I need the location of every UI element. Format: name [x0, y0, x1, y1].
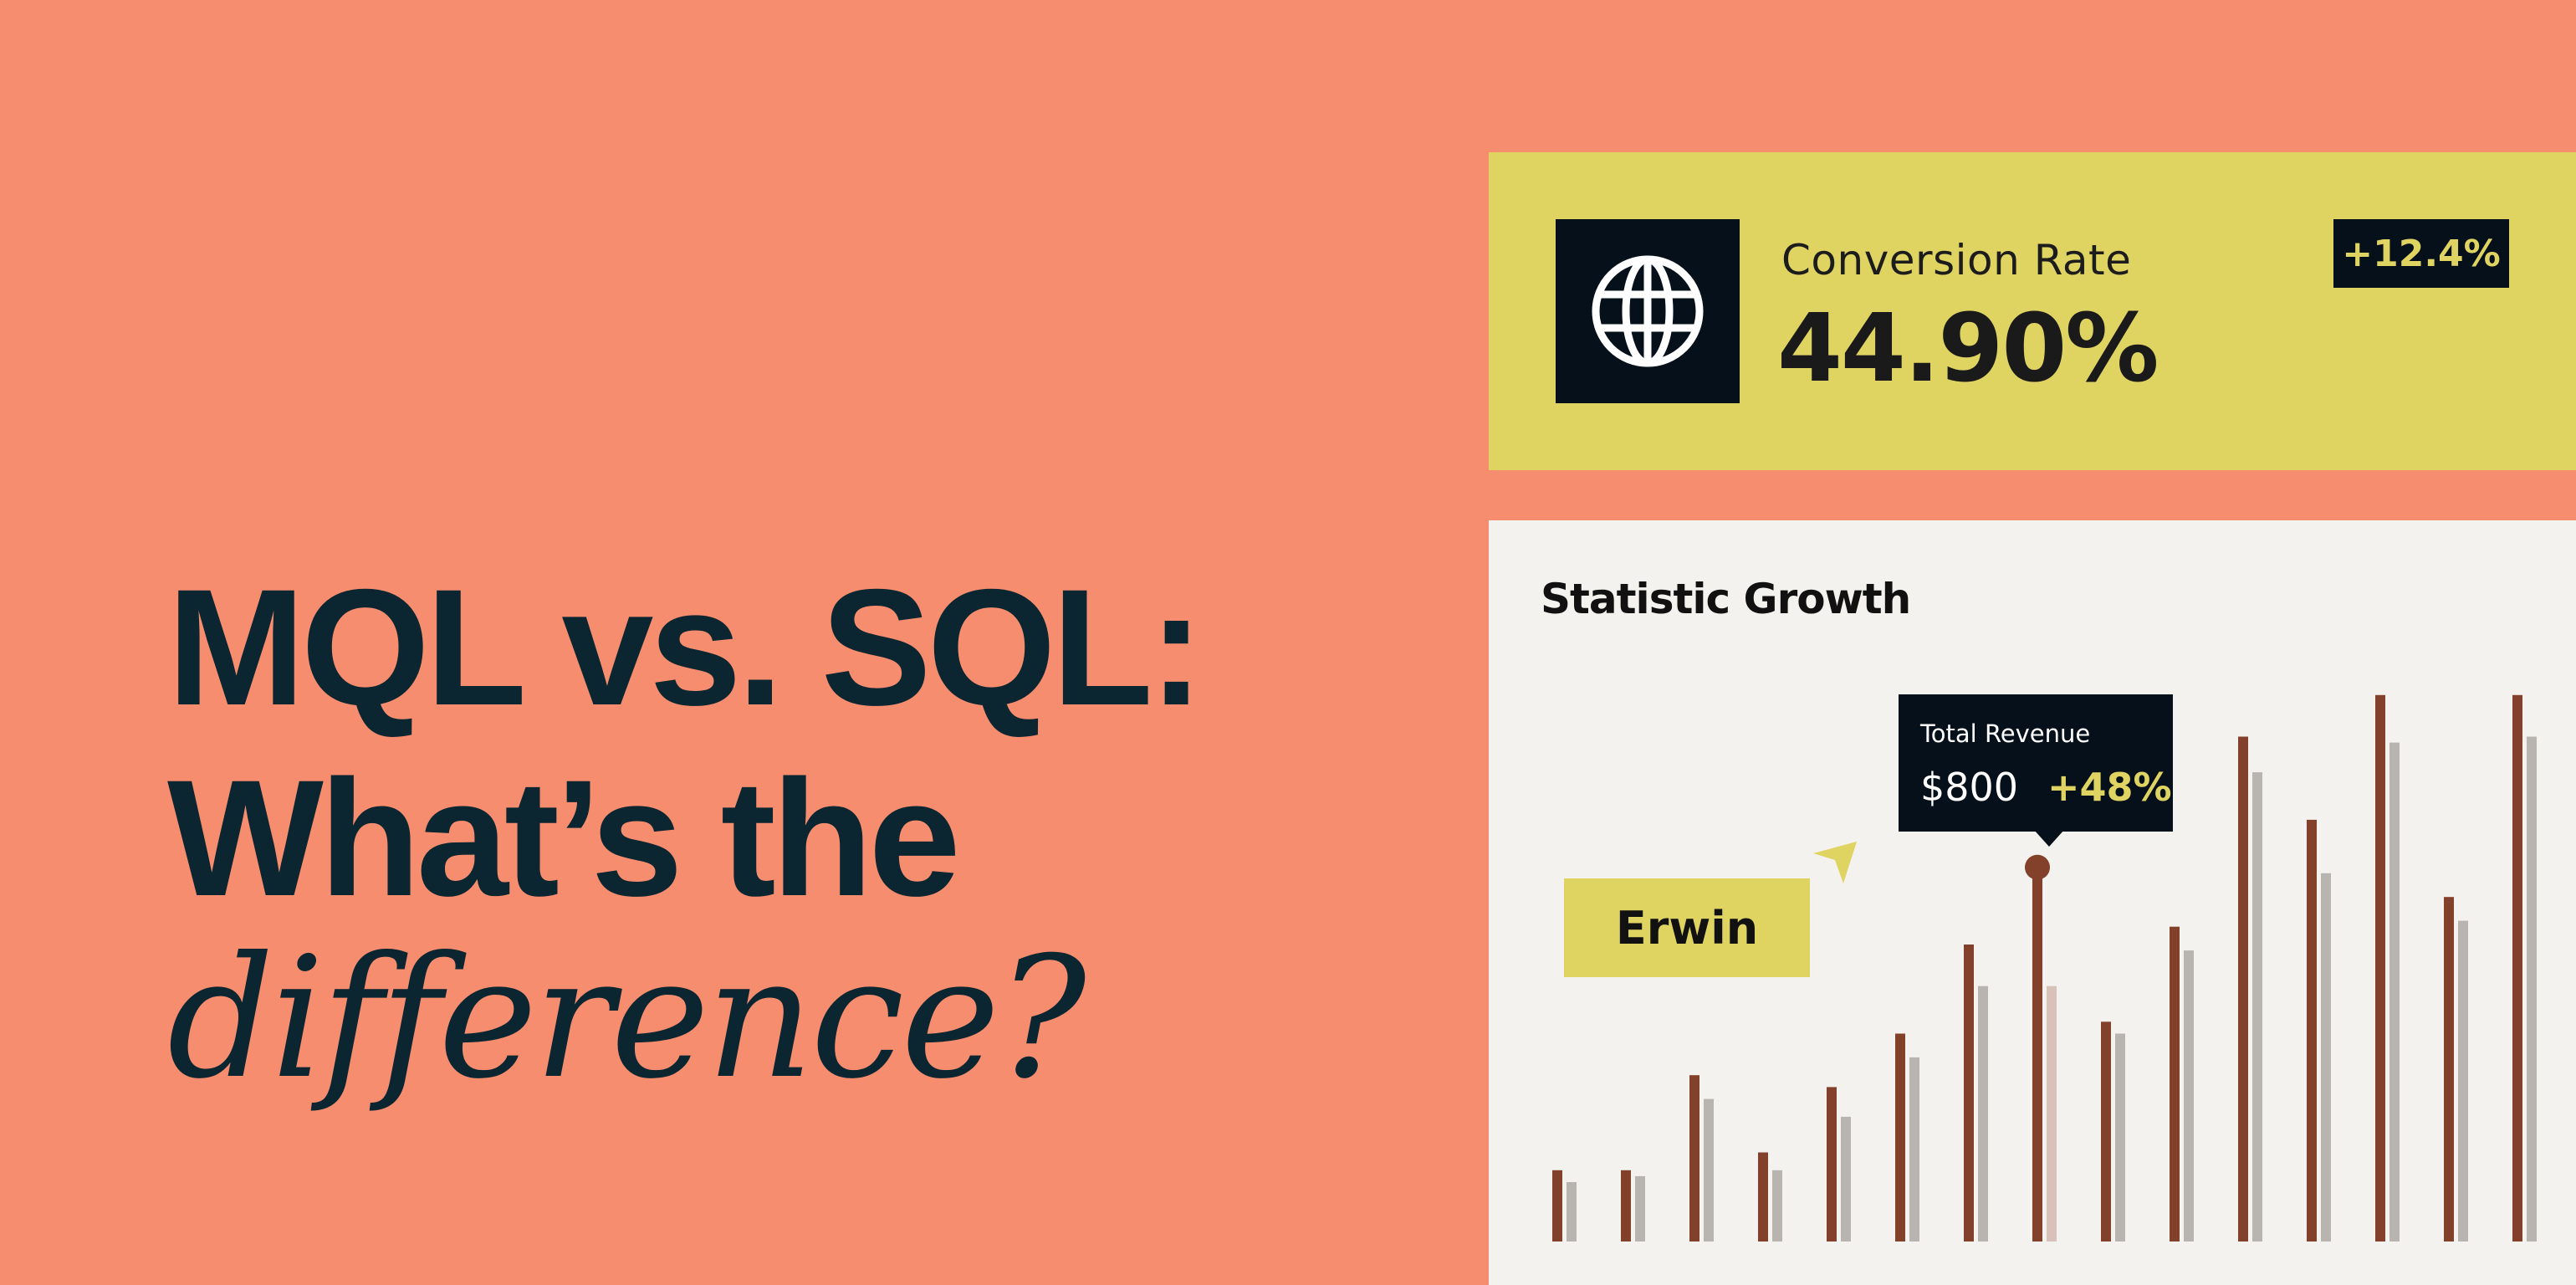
bar-secondary-12	[2389, 742, 2400, 1241]
tooltip-change: +48%	[2047, 765, 2172, 810]
headline-line-2: What’s the	[167, 745, 961, 930]
headline-line-1: MQL vs. SQL:	[167, 555, 1204, 740]
bar-secondary-10	[2252, 772, 2262, 1241]
stats-title: Statistic Growth	[1541, 575, 1911, 623]
bar-primary-2	[1689, 1075, 1699, 1241]
highlight-dot	[2025, 854, 2050, 880]
bar-primary-11	[2307, 819, 2317, 1241]
bar-primary-6	[1964, 945, 1974, 1241]
pointer-arrow-icon	[1813, 842, 1857, 883]
growth-bar-chart	[1552, 694, 2537, 1241]
bar-secondary-5	[1909, 1057, 1919, 1241]
bar-secondary-4	[1841, 1116, 1851, 1241]
bar-secondary-14	[2527, 736, 2537, 1241]
bar-secondary-6	[1978, 986, 1988, 1241]
tooltip-amount: $800	[1920, 765, 2019, 810]
bar-secondary-9	[2184, 950, 2194, 1241]
kpi-change-badge: +12.4%	[2333, 219, 2509, 288]
bar-secondary-2	[1704, 1098, 1714, 1241]
globe-icon	[1592, 255, 1704, 367]
user-name-tag: Erwin	[1564, 878, 1810, 977]
bar-secondary-13	[2458, 920, 2468, 1241]
statistic-growth-panel: Statistic Growth Total Revenue $800 +48%…	[1489, 520, 2576, 1285]
bar-primary-9	[2170, 926, 2180, 1241]
bar-primary-3	[1758, 1152, 1768, 1241]
kpi-label: Conversion Rate	[1781, 236, 2132, 284]
kpi-value: 44.90%	[1777, 294, 2159, 403]
bar-primary-4	[1827, 1087, 1837, 1241]
bar-secondary-1	[1635, 1175, 1645, 1241]
headline: MQL vs. SQL: What’s the difference?	[167, 552, 1204, 1116]
bar-primary-12	[2375, 694, 2385, 1241]
bar-secondary-11	[2321, 873, 2331, 1241]
bar-secondary-7	[2047, 986, 2057, 1241]
bar-primary-7	[2032, 867, 2042, 1241]
revenue-tooltip: Total Revenue $800 +48%	[1899, 694, 2173, 832]
bar-primary-10	[2238, 736, 2248, 1241]
bar-secondary-3	[1772, 1170, 1782, 1241]
bar-primary-14	[2512, 694, 2522, 1241]
tooltip-pointer	[2034, 830, 2064, 847]
conversion-rate-card: Conversion Rate 44.90% +12.4%	[1489, 152, 2576, 470]
bar-primary-13	[2444, 897, 2454, 1241]
globe-icon-box	[1556, 219, 1740, 403]
bar-primary-1	[1621, 1170, 1631, 1241]
bar-secondary-8	[2115, 1033, 2125, 1241]
headline-line-3: difference?	[167, 921, 1086, 1116]
bar-primary-8	[2101, 1021, 2111, 1241]
tooltip-title: Total Revenue	[1920, 719, 2091, 748]
bar-secondary-0	[1567, 1182, 1577, 1241]
bar-primary-5	[1895, 1033, 1905, 1241]
bar-primary-0	[1552, 1170, 1562, 1241]
